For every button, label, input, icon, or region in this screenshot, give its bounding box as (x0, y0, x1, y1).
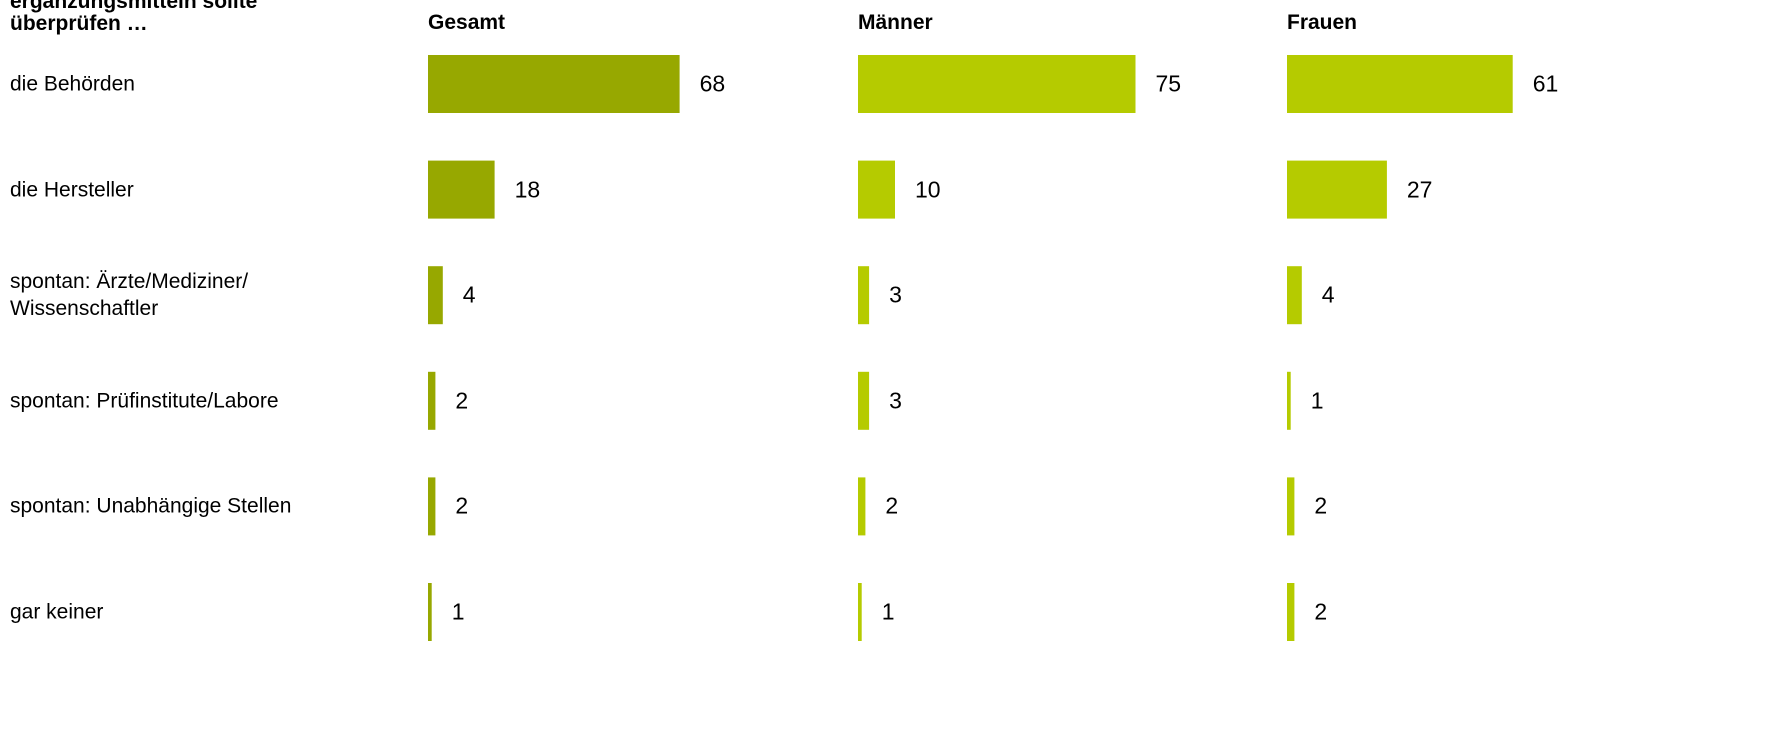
category-label: die Hersteller (10, 178, 134, 202)
value-label: 68 (699, 70, 726, 97)
value-label: 75 (1155, 70, 1182, 97)
chart-title: ergänzungsmitteln sollte überprüfen … (10, 0, 258, 35)
value-label: 27 (1406, 176, 1433, 203)
bar (428, 477, 436, 536)
bar (858, 583, 862, 641)
value-label: 2 (455, 387, 469, 414)
bar (1287, 583, 1295, 641)
value-label: 18 (514, 176, 541, 203)
value-label: 1 (1310, 387, 1324, 414)
category-label: die Behörden (10, 72, 135, 96)
bar (1287, 371, 1291, 430)
bar (428, 160, 495, 219)
value-label: 3 (889, 281, 902, 308)
bar (428, 266, 443, 325)
value-label: 4 (462, 281, 476, 308)
bar (858, 477, 866, 536)
value-label: 1 (881, 598, 895, 625)
category-label: spontan: Prüfinstitute/Labore (10, 389, 279, 413)
category-label: spontan: Unabhängige Stellen (10, 494, 292, 518)
panel-header: Männer (858, 11, 933, 34)
bar (1287, 55, 1513, 113)
bar (1287, 477, 1295, 536)
panel-header: Frauen (1287, 11, 1358, 34)
value-label: 2 (1314, 598, 1328, 625)
bar (428, 583, 432, 641)
bar (428, 371, 436, 430)
value-label: 1 (451, 598, 465, 625)
bar (428, 55, 680, 113)
category-label: spontan: Ärzte/Mediziner/ Wissenschaftle… (10, 270, 249, 321)
bar (858, 371, 870, 430)
value-label: 61 (1532, 70, 1559, 97)
value-label: 2 (1314, 492, 1328, 519)
bar (1287, 160, 1387, 219)
value-label: 3 (889, 387, 902, 414)
value-label: 2 (455, 492, 469, 519)
panel-header: Gesamt (428, 11, 506, 34)
value-label: 2 (885, 492, 899, 519)
bar (1287, 266, 1302, 325)
value-label: 4 (1321, 281, 1335, 308)
bar (858, 266, 870, 325)
bar (858, 160, 895, 219)
bar (858, 55, 1136, 113)
value-label: 10 (915, 176, 941, 203)
category-label: gar keiner (10, 600, 104, 624)
